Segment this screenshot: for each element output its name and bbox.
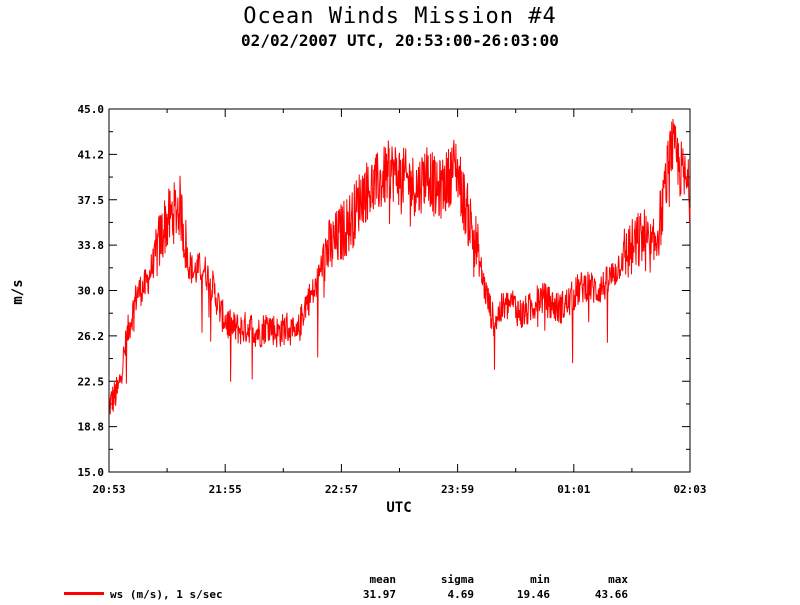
x-tick-label: 21:55 (209, 483, 242, 496)
stats-header-min: min (530, 573, 550, 586)
legend-swatch (64, 592, 104, 595)
series-line-ws (108, 118, 691, 415)
chart-title: Ocean Winds Mission #4 (243, 4, 557, 29)
y-axis-title: m/s (10, 279, 26, 304)
chart-subtitle: 02/02/2007 UTC, 20:53:00-26:03:00 (241, 31, 559, 50)
stats-header-sigma: sigma (440, 573, 474, 586)
x-axis-title: UTC (386, 500, 411, 516)
y-tick-label: 41.2 (78, 148, 105, 161)
y-tick-label: 22.5 (78, 375, 105, 388)
y-tick-label: 37.5 (78, 194, 105, 207)
x-tick-label: 02:03 (673, 483, 706, 496)
x-tick-label: 20:53 (92, 483, 125, 496)
y-tick-label: 15.0 (78, 466, 105, 479)
stats-value-mean: 31.97 (362, 588, 396, 601)
stats-header-max: max (608, 573, 628, 586)
y-tick-label: 18.8 (78, 421, 105, 434)
x-tick-label: 23:59 (441, 483, 474, 496)
y-tick-label: 45.0 (78, 103, 105, 116)
stats-value-max: 43.66 (594, 588, 628, 601)
y-tick-label: 33.8 (78, 239, 105, 252)
legend-label: ws (m/s), 1 s/sec (110, 588, 223, 601)
stats-header-mean: mean (369, 573, 397, 586)
x-tick-label: 22:57 (325, 483, 358, 496)
x-axis-ticks: 20:53 21:55 22:57 23:59 01:01 02:03 (92, 109, 707, 496)
stats-value-sigma: 4.69 (447, 588, 475, 601)
y-axis-ticks: 15.0 18.8 22.5 26.2 30.0 33.8 37.5 41.2 45.0 (78, 103, 690, 479)
y-tick-label: 26.2 (78, 330, 105, 343)
stats-value-min: 19.46 (516, 588, 550, 601)
y-tick-label: 30.0 (78, 285, 105, 298)
x-tick-label: 01:01 (557, 483, 590, 496)
